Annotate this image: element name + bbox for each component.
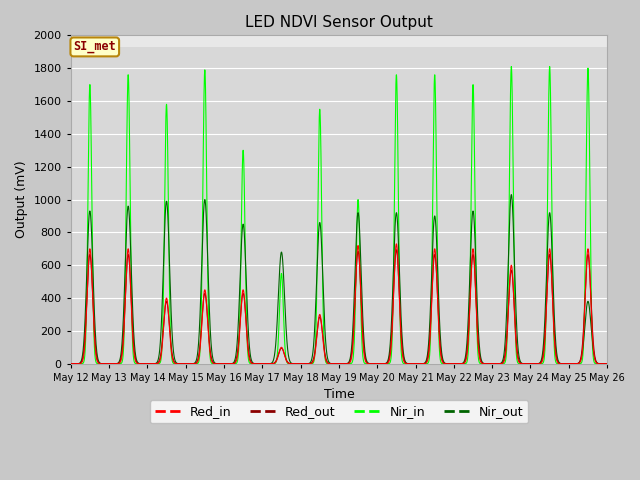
X-axis label: Time: Time (324, 388, 355, 401)
Legend: Red_in, Red_out, Nir_in, Nir_out: Red_in, Red_out, Nir_in, Nir_out (150, 400, 528, 423)
Title: LED NDVI Sensor Output: LED NDVI Sensor Output (245, 15, 433, 30)
Y-axis label: Output (mV): Output (mV) (15, 161, 28, 239)
Text: SI_met: SI_met (74, 40, 116, 53)
Bar (70, 36, 607, 47)
